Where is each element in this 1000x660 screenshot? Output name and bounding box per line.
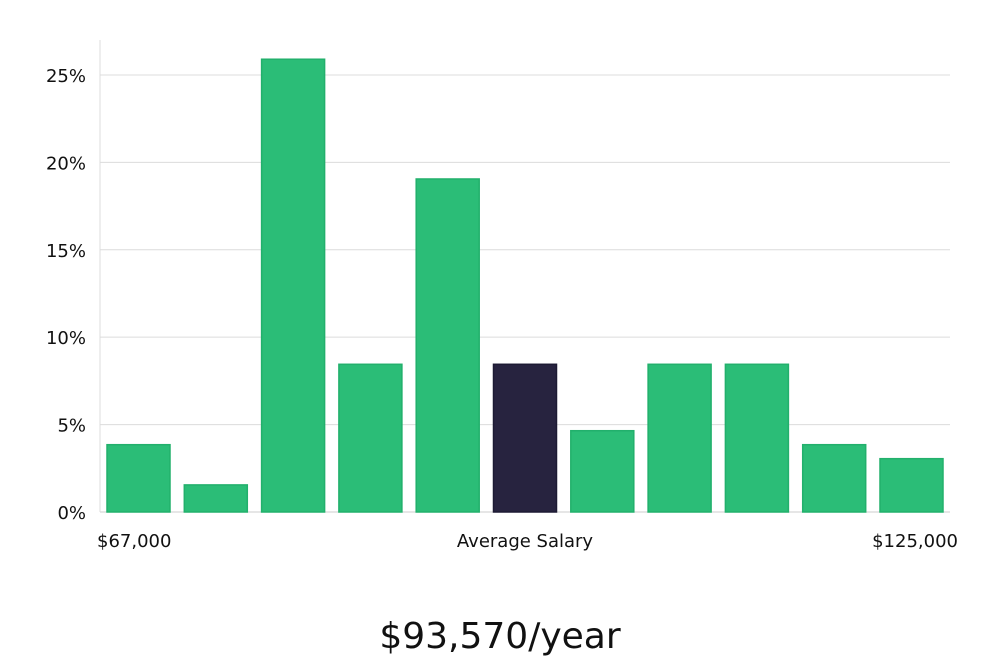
x-min-label: $67,000	[97, 531, 171, 552]
histogram-bar	[338, 363, 403, 513]
y-tick-label: 20%	[46, 153, 86, 174]
histogram-bar-average	[492, 363, 558, 513]
histogram-bar	[879, 457, 944, 513]
histogram-bars	[106, 58, 944, 513]
y-tick-labels: 0% 5% 10% 15% 20% 25%	[46, 66, 86, 524]
histogram-bar	[183, 484, 249, 513]
histogram-bar	[260, 58, 326, 513]
histogram-bar	[647, 363, 712, 513]
y-tick-label: 25%	[46, 66, 86, 87]
y-tick-label: 10%	[46, 328, 86, 349]
y-tick-label: 5%	[57, 416, 86, 437]
histogram-bar	[801, 443, 867, 513]
y-tick-label: 15%	[46, 241, 86, 262]
y-tick-label: 0%	[57, 503, 86, 524]
average-salary-summary: $93,570/year	[379, 616, 621, 657]
x-max-label: $125,000	[872, 531, 958, 552]
histogram-bar	[415, 178, 480, 513]
histogram-bar	[570, 429, 635, 513]
histogram-bar	[724, 363, 790, 513]
histogram-bar	[106, 443, 171, 513]
x-center-label: Average Salary	[457, 531, 594, 552]
